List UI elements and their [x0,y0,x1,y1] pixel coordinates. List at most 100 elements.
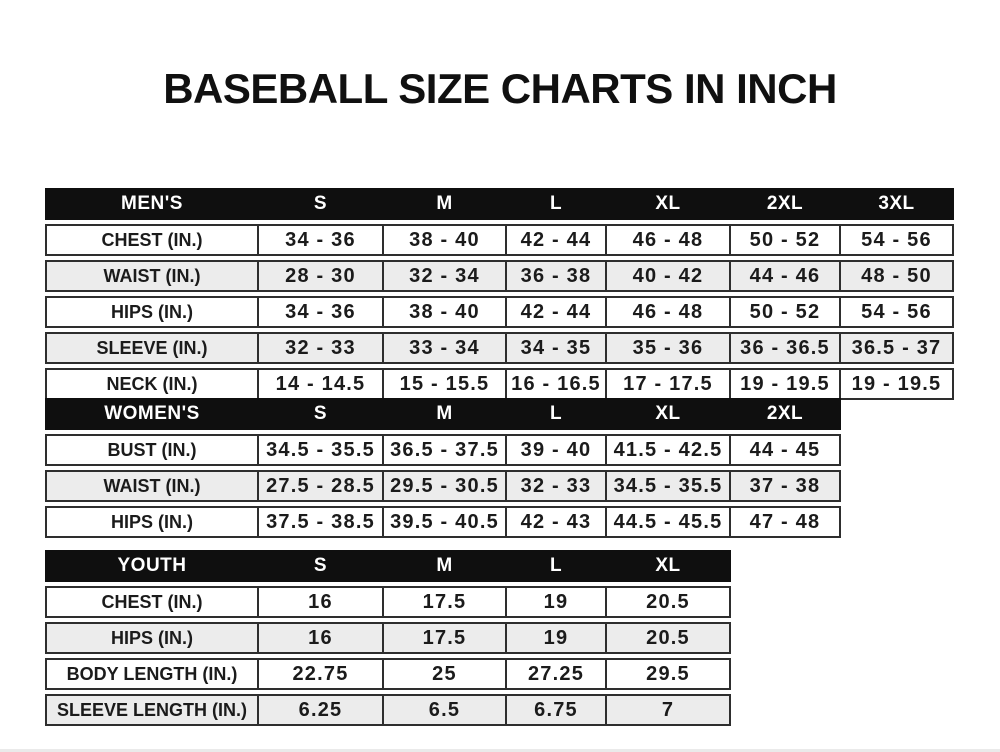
value-cell: 42 - 43 [505,508,605,536]
value-cell: 34 - 36 [257,298,382,326]
row-label-cell: WAIST (IN.) [103,265,201,286]
table-row: WAIST (IN.) 28 - 30 32 - 34 36 - 38 40 - 42 4… [45,260,954,292]
value-cell: 34.5 - 35.5 [605,472,729,500]
value-cell: 28 - 30 [257,262,382,290]
size-header-cell: L [549,193,563,214]
value-cell: 17.5 [382,624,505,652]
value-cell: 25 [382,660,505,688]
value-cell: 22.75 [257,660,382,688]
value-cell: 29.5 - 30.5 [382,472,505,500]
value-cell: 48 - 50 [839,262,952,290]
page-title: BASEBALL SIZE CHARTS IN INCH [163,65,837,112]
value-cell: 34 - 35 [505,334,605,362]
value-cell: 44 - 46 [729,262,839,290]
row-label-cell: WAIST (IN.) [103,475,201,496]
row-label-cell: CHEST (IN.) [101,229,203,250]
row-label-cell: BODY LENGTH (IN.) [66,663,238,684]
table-row: BUST (IN.) 34.5 - 35.5 36.5 - 37.5 39 - 40 4… [45,434,841,466]
size-header-cell: XL [655,193,681,214]
size-header-cell: L [549,403,563,424]
value-cell: 29.5 [605,660,729,688]
size-header-cell: M [436,555,453,576]
table-row: SLEEVE LENGTH (IN.) 6.25 6.5 6.75 7 [45,694,731,726]
size-header-cell: XL [655,555,681,576]
table-name-cell: MEN'S [121,193,183,214]
value-cell: 36 - 38 [505,262,605,290]
size-header-cell: S [313,403,328,424]
table-row: WAIST (IN.) 27.5 - 28.5 29.5 - 30.5 32 - 33… [45,470,841,502]
value-cell: 40 - 42 [605,262,729,290]
value-cell: 54 - 56 [839,298,952,326]
table-row: HIPS (IN.) 37.5 - 38.5 39.5 - 40.5 42 - 43 4… [45,506,841,538]
row-label-cell: HIPS (IN.) [110,511,193,532]
value-cell: 37.5 - 38.5 [257,508,382,536]
value-cell: 34 - 36 [257,226,382,254]
table-row: CHEST (IN.) 16 17.5 19 20.5 [45,586,731,618]
value-cell: 15 - 15.5 [382,370,505,398]
value-cell: 46 - 48 [605,298,729,326]
value-cell: 47 - 48 [729,508,839,536]
table-row: SLEEVE (IN.) 32 - 33 33 - 34 34 - 35 35 - 36… [45,332,954,364]
value-cell: 27.5 - 28.5 [257,472,382,500]
value-cell: 37 - 38 [729,472,839,500]
image-edge-artifact [0,749,1000,752]
value-cell: 7 [605,696,729,724]
value-cell: 16 - 16.5 [505,370,605,398]
value-cell: 38 - 40 [382,298,505,326]
row-label-cell: SLEEVE (IN.) [96,337,208,358]
size-header-cell: XL [655,403,681,424]
value-cell: 33 - 34 [382,334,505,362]
row-label-cell: SLEEVE LENGTH (IN.) [56,699,247,720]
size-header-cell: S [313,555,328,576]
row-label-cell: HIPS (IN.) [110,627,193,648]
value-cell: 32 - 33 [505,472,605,500]
size-header-cell: M [436,403,453,424]
value-cell: 42 - 44 [505,298,605,326]
value-cell: 54 - 56 [839,226,952,254]
value-cell: 17 - 17.5 [605,370,729,398]
size-header-cell: 3XL [878,193,915,214]
table-name-cell: WOMEN'S [104,403,200,424]
header-row: WOMEN'S S M L XL 2XL [45,398,841,430]
value-cell: 39.5 - 40.5 [382,508,505,536]
table-row: HIPS (IN.) 34 - 36 38 - 40 42 - 44 46 - 48 50… [45,296,954,328]
row-label-cell: HIPS (IN.) [110,301,193,322]
value-cell: 17.5 [382,588,505,616]
table-row: CHEST (IN.) 34 - 36 38 - 40 42 - 44 46 - 48 5… [45,224,954,256]
value-cell: 20.5 [605,588,729,616]
header-row: MEN'S S M L XL 2XL 3XL [45,188,954,220]
value-cell: 19 [505,624,605,652]
size-header-cell: 2XL [766,193,804,214]
value-cell: 6.75 [505,696,605,724]
value-cell: 19 - 19.5 [729,370,839,398]
header-row: YOUTH S M L XL [45,550,731,582]
value-cell: 20.5 [605,624,729,652]
row-label-cell: BUST (IN.) [107,439,197,460]
table-name-cell: YOUTH [117,555,187,576]
value-cell: 14 - 14.5 [257,370,382,398]
mens-size-table: MEN'S S M L XL 2XL 3XL CHEST (IN.) 34 - 36 38 - 4… [45,188,954,404]
table-row: BODY LENGTH (IN.) 22.75 25 27.25 29.5 [45,658,731,690]
size-header-cell: S [313,193,328,214]
value-cell: 27.25 [505,660,605,688]
value-cell: 36.5 - 37 [839,334,952,362]
value-cell: 46 - 48 [605,226,729,254]
womens-size-table: WOMEN'S S M L XL 2XL BUST (IN.) 34.5 - 35.5 36.5… [45,398,841,542]
value-cell: 38 - 40 [382,226,505,254]
table-row: HIPS (IN.) 16 17.5 19 20.5 [45,622,731,654]
value-cell: 39 - 40 [505,436,605,464]
value-cell: 6.25 [257,696,382,724]
value-cell: 42 - 44 [505,226,605,254]
table-row: NECK (IN.) 14 - 14.5 15 - 15.5 16 - 16.5 17 … [45,368,954,400]
value-cell: 35 - 36 [605,334,729,362]
value-cell: 34.5 - 35.5 [257,436,382,464]
value-cell: 50 - 52 [729,226,839,254]
value-cell: 16 [257,588,382,616]
row-label-cell: NECK (IN.) [106,373,198,394]
value-cell: 41.5 - 42.5 [605,436,729,464]
row-label-cell: CHEST (IN.) [101,591,203,612]
value-cell: 44.5 - 45.5 [605,508,729,536]
youth-size-table: YOUTH S M L XL CHEST (IN.) 16 17.5 19 20.5 HIPS (I… [45,550,731,730]
value-cell: 19 - 19.5 [839,370,952,398]
